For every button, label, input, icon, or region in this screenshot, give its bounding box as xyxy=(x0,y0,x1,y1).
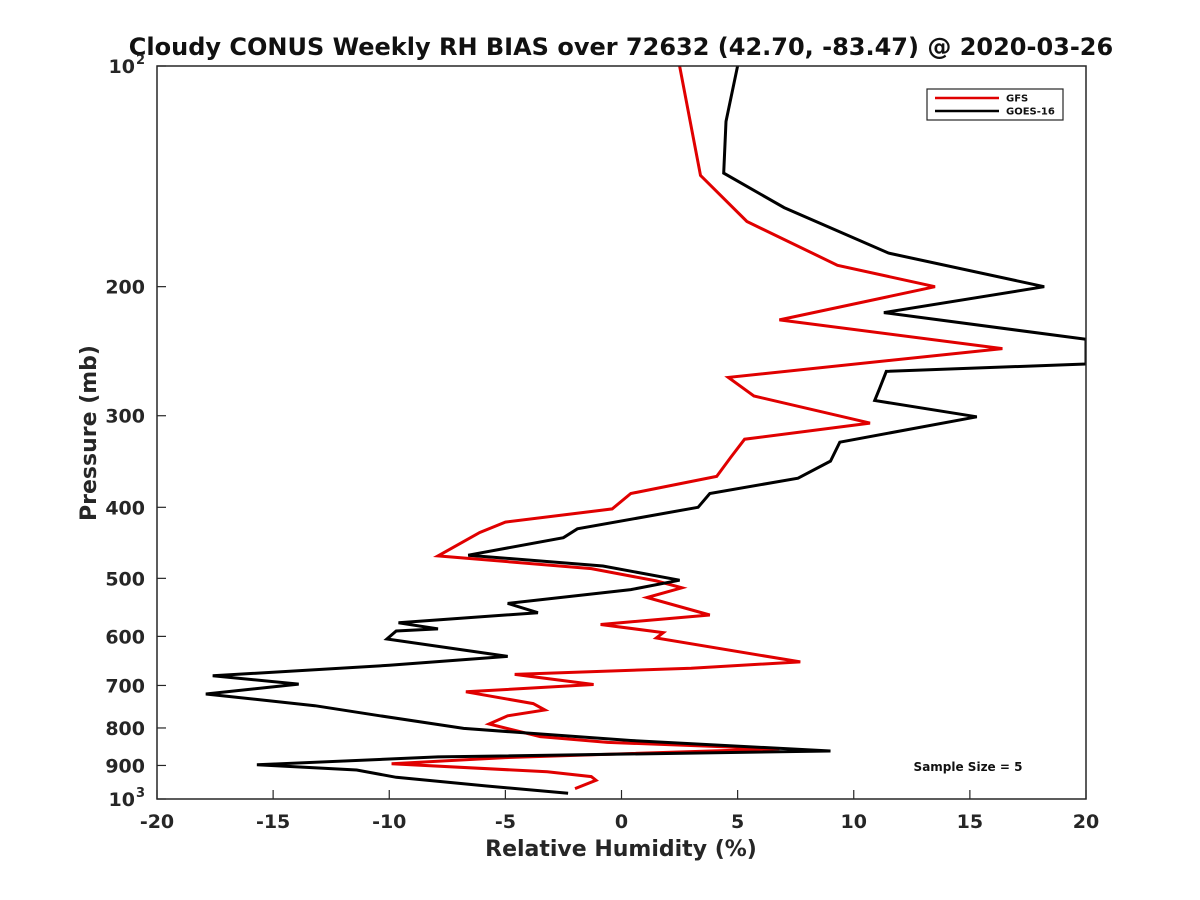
y-tick-label: 300 xyxy=(105,406,145,428)
chart-title: Cloudy CONUS Weekly RH BIAS over 72632 (… xyxy=(129,33,1113,61)
plot-frame xyxy=(156,65,1087,800)
y-tick-label: 800 xyxy=(105,718,145,740)
y-tick-label: 10 xyxy=(109,56,135,78)
y-axis-label: Pressure (mb) xyxy=(77,345,102,521)
x-axis: -20 -15 -10 -5 0 5 10 15 20 xyxy=(140,790,1099,833)
x-tick-label: -20 xyxy=(140,811,174,833)
x-tick-label: -10 xyxy=(372,811,406,833)
y-tick-exponent: 2 xyxy=(136,53,145,68)
sample-size-annotation: Sample Size = 5 xyxy=(914,760,1023,774)
y-tick-label: 600 xyxy=(105,626,145,648)
x-tick-label: 5 xyxy=(731,811,744,833)
legend-box xyxy=(926,88,1064,121)
y-tick-label: 900 xyxy=(105,755,145,777)
series-line-goes-16 xyxy=(205,66,1086,795)
legend: GFS GOES-16 xyxy=(926,88,1064,121)
x-tick-label: 20 xyxy=(1073,811,1099,833)
y-tick-label: 200 xyxy=(105,277,145,299)
y-tick-label: 700 xyxy=(105,675,145,697)
legend-label: GOES-16 xyxy=(1006,107,1055,118)
x-axis-label: Relative Humidity (%) xyxy=(485,837,757,862)
x-tick-label: 0 xyxy=(615,811,628,833)
y-tick-label: 500 xyxy=(105,568,145,590)
y-tick-label: 10 xyxy=(109,789,135,811)
y-tick-exponent: 3 xyxy=(136,786,145,801)
x-tick-label: 15 xyxy=(957,811,983,833)
x-tick-label: -15 xyxy=(256,811,290,833)
plot-area: -20 -15 -10 -5 0 5 10 15 20 10 220030040050060070… xyxy=(105,53,1099,833)
series-line-gfs xyxy=(391,66,1003,790)
legend-label: GFS xyxy=(1006,94,1028,105)
x-tick-label: 10 xyxy=(841,811,867,833)
series-group xyxy=(205,66,1086,795)
x-tick-label: -5 xyxy=(495,811,516,833)
y-tick-label: 400 xyxy=(105,497,145,519)
